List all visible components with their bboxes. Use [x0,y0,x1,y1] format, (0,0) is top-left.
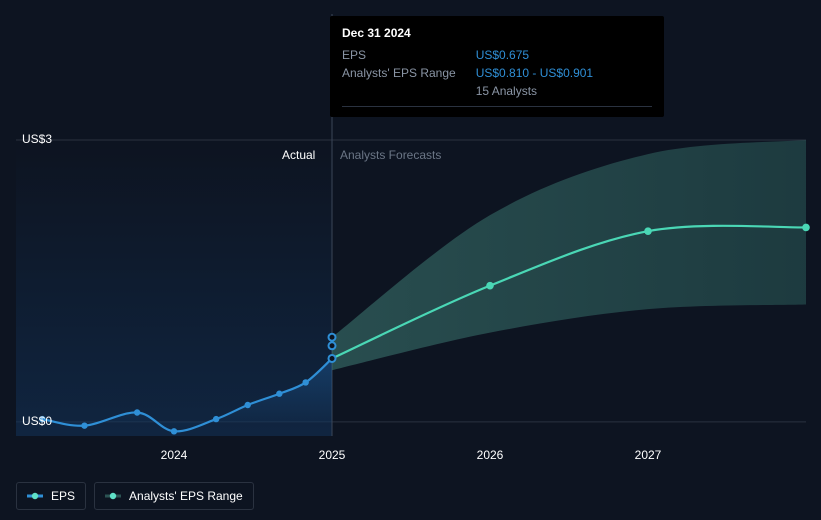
x-axis-tick: 2027 [635,448,662,462]
tooltip-divider [342,106,652,107]
y-axis-label-top: US$3 [22,132,52,146]
eps-forecast-chart: US$3 US$0 Actual Analysts Forecasts 2024… [0,0,821,520]
segment-label-actual: Actual [282,148,315,162]
x-axis-tick: 2026 [477,448,504,462]
tooltip-table: EPS US$0.675 Analysts' EPS Range US$0.81… [342,46,593,100]
tooltip-subvalue: 15 Analysts [476,82,593,100]
segment-label-forecast: Analysts Forecasts [340,148,441,162]
legend-label: EPS [51,489,75,503]
legend-swatch-icon [105,491,121,501]
chart-legend: EPS Analysts' EPS Range [16,482,254,510]
tooltip-label: EPS [342,46,476,64]
y-axis-label-bottom: US$0 [22,414,52,428]
tooltip-row-sub: 15 Analysts [342,82,593,100]
legend-label: Analysts' EPS Range [129,489,243,503]
tooltip-row-eps: EPS US$0.675 [342,46,593,64]
tooltip-row-range: Analysts' EPS Range US$0.810 - US$0.901 [342,64,593,82]
tooltip-title: Dec 31 2024 [342,26,652,40]
x-axis-tick: 2025 [319,448,346,462]
tooltip-value: US$0.675 [476,46,593,64]
x-axis-tick: 2024 [161,448,188,462]
tooltip-value: US$0.810 - US$0.901 [476,64,593,82]
tooltip-label: Analysts' EPS Range [342,64,476,82]
legend-item-range[interactable]: Analysts' EPS Range [94,482,254,510]
legend-item-eps[interactable]: EPS [16,482,86,510]
chart-tooltip: Dec 31 2024 EPS US$0.675 Analysts' EPS R… [330,16,664,117]
legend-swatch-icon [27,491,43,501]
